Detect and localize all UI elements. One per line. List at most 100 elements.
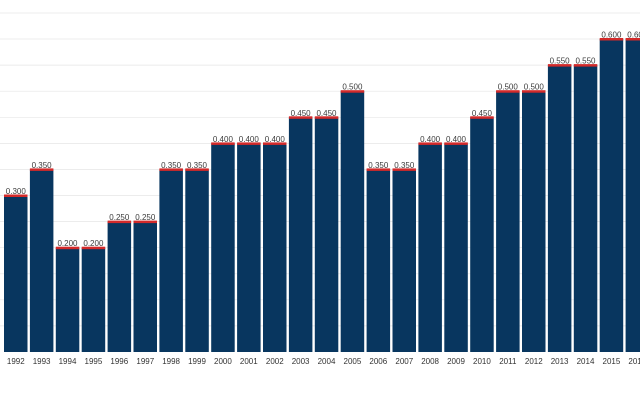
bar-1995 [81, 247, 106, 352]
bar-top-marker-1999 [185, 168, 209, 171]
bar-2014 [573, 65, 598, 352]
x-tick-label-2005: 2005 [344, 357, 362, 366]
bars [4, 38, 640, 352]
bar-value-label-1998: 0.350 [161, 161, 182, 170]
bar-value-label-2016: 0.600 [627, 31, 640, 40]
bar-top-marker-2016 [625, 38, 640, 41]
bar-top-marker-2000 [211, 142, 235, 145]
bar-2010 [470, 117, 494, 352]
bar-top-marker-2012 [522, 90, 546, 93]
bar-2000 [211, 143, 235, 352]
bar-2013 [547, 65, 572, 352]
bar-top-marker-2013 [547, 64, 572, 67]
bar-value-label-2005: 0.500 [342, 83, 363, 92]
bar-value-label-2002: 0.400 [265, 135, 286, 144]
bar-top-marker-1992 [4, 194, 28, 197]
bar-top-marker-1998 [159, 168, 183, 171]
bar-value-label-2012: 0.500 [524, 83, 545, 92]
bar-value-label-2008: 0.400 [420, 135, 441, 144]
bar-1994 [55, 247, 80, 352]
x-tick-label-2006: 2006 [369, 357, 387, 366]
bar-top-marker-1997 [133, 220, 157, 224]
bar-top-marker-2001 [237, 142, 261, 145]
bar-value-label-1995: 0.200 [83, 239, 104, 248]
bar-top-marker-2009 [444, 142, 468, 145]
x-tick-label-2011: 2011 [499, 357, 517, 366]
bar-2007 [392, 169, 416, 352]
x-tick-label-2008: 2008 [421, 357, 439, 366]
bar-2011 [496, 91, 520, 352]
x-tick-label-2010: 2010 [473, 357, 491, 366]
x-tick-label-1994: 1994 [59, 357, 77, 366]
bar-1992 [4, 195, 28, 352]
bar-top-marker-2007 [392, 168, 416, 171]
bar-value-label-2010: 0.450 [472, 109, 493, 118]
bar-2012 [522, 91, 546, 352]
x-tick-label-2000: 2000 [214, 357, 232, 366]
bar-top-marker-2011 [496, 90, 520, 93]
bar-value-label-1992: 0.300 [6, 187, 27, 196]
bar-1998 [159, 169, 183, 352]
bar-top-marker-1994 [55, 246, 80, 250]
x-tick-label-2016: 2016 [628, 357, 640, 366]
x-tick-label-2001: 2001 [240, 357, 258, 366]
x-tick-label-2009: 2009 [447, 357, 465, 366]
x-tick-label-2003: 2003 [292, 357, 310, 366]
x-tick-label-1993: 1993 [33, 357, 51, 366]
x-axis: 1992 1993 1994 1995 1996 1997 1998 1999 2000 2001… [7, 357, 640, 366]
bar-2015 [599, 39, 624, 352]
bar-2008 [418, 143, 442, 352]
x-tick-label-2007: 2007 [395, 357, 413, 366]
x-tick-label-2004: 2004 [318, 357, 336, 366]
bar-value-label-1993: 0.350 [32, 161, 53, 170]
bar-top-marker-2005 [340, 90, 365, 93]
x-tick-label-1996: 1996 [110, 357, 128, 366]
bar-1999 [185, 169, 209, 352]
bar-top-marker-1995 [81, 246, 106, 250]
bar-value-label-2015: 0.600 [601, 31, 622, 40]
bar-2001 [237, 143, 261, 352]
x-tick-label-2013: 2013 [551, 357, 569, 366]
bar-top-marker-2010 [470, 116, 494, 119]
bar-value-label-2003: 0.450 [291, 109, 312, 118]
bar-value-label-2014: 0.550 [575, 57, 596, 66]
bar-top-marker-2015 [599, 38, 624, 41]
bar-top-marker-2006 [366, 168, 391, 171]
bar-2016 [625, 39, 640, 352]
x-tick-label-1995: 1995 [85, 357, 103, 366]
bar-top-marker-2014 [573, 64, 598, 67]
bar-value-label-1996: 0.250 [109, 213, 130, 222]
bar-2004 [314, 117, 339, 352]
bar-2003 [288, 117, 313, 352]
bar-1993 [29, 169, 54, 352]
bar-value-label-2013: 0.550 [550, 57, 571, 66]
x-tick-label-2002: 2002 [266, 357, 284, 366]
bar-value-label-2006: 0.350 [368, 161, 389, 170]
bar-1996 [107, 221, 132, 352]
bar-top-marker-2008 [418, 142, 442, 145]
bar-value-label-2009: 0.400 [446, 135, 467, 144]
bar-value-label-2007: 0.350 [394, 161, 415, 170]
bar-value-label-2000: 0.400 [213, 135, 234, 144]
x-tick-label-2015: 2015 [603, 357, 621, 366]
bar-value-label-1994: 0.200 [57, 239, 78, 248]
bar-value-labels: 0.300 0.350 0.200 0.200 0.250 0.250 0.350 0.350… [6, 31, 640, 249]
bar-2006 [366, 169, 391, 352]
bar-top-marker-1996 [107, 220, 132, 224]
x-tick-label-1997: 1997 [136, 357, 154, 366]
x-tick-label-2014: 2014 [577, 357, 595, 366]
x-tick-label-1998: 1998 [162, 357, 180, 366]
bar-value-label-2011: 0.500 [498, 83, 519, 92]
bar-2005 [340, 91, 365, 352]
bar-value-label-2004: 0.450 [316, 109, 337, 118]
bar-2009 [444, 143, 468, 352]
bar-value-label-1999: 0.350 [187, 161, 208, 170]
bar-1997 [133, 221, 157, 352]
x-tick-label-1999: 1999 [188, 357, 206, 366]
bar-top-marker-2003 [288, 116, 313, 119]
bar-value-label-1997: 0.250 [135, 213, 156, 222]
bar-top-marker-2004 [314, 116, 339, 119]
bar-top-marker-1993 [29, 168, 54, 171]
